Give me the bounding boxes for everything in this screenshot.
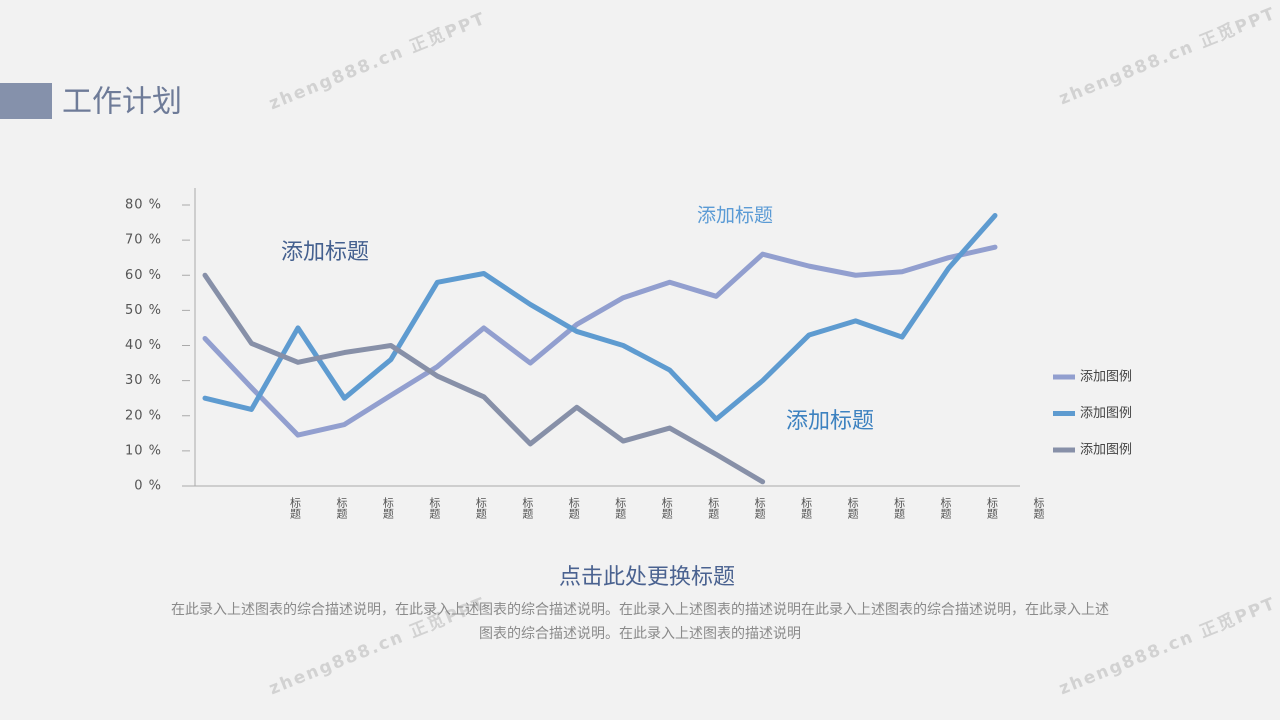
x-tick-label: 标题 xyxy=(474,496,487,519)
watermark: zheng888.cn 正觅PPT xyxy=(1056,3,1279,110)
x-tick-label: 标题 xyxy=(288,496,301,519)
y-tick-label: 0 % xyxy=(134,479,162,494)
x-tick-label: 标题 xyxy=(846,496,859,519)
x-tick-label: 标题 xyxy=(707,496,720,519)
x-tick-label: 标题 xyxy=(893,496,906,519)
y-tick-label: 10 % xyxy=(125,443,162,458)
x-tick-label: 标题 xyxy=(1032,496,1045,519)
title-block xyxy=(0,83,52,119)
y-tick-label: 30 % xyxy=(125,373,162,388)
x-tick-label: 标题 xyxy=(660,496,673,519)
y-tick-label: 40 % xyxy=(125,338,162,353)
x-tick-label: 标题 xyxy=(753,496,766,519)
x-tick-label: 标题 xyxy=(614,496,627,519)
x-tick-label: 标题 xyxy=(381,496,394,519)
watermark: zheng888.cn 正觅PPT xyxy=(266,8,489,115)
x-tick-label: 标题 xyxy=(335,496,348,519)
series-line xyxy=(202,244,998,438)
series-line xyxy=(202,213,998,422)
y-tick-label: 50 % xyxy=(125,303,162,318)
y-tick-label: 20 % xyxy=(125,408,162,423)
x-tick-label: 标题 xyxy=(567,496,580,519)
annotation: 添加标题 xyxy=(281,240,369,265)
series-line xyxy=(202,272,766,485)
y-tick-label: 80 % xyxy=(125,198,162,213)
x-tick-label: 标题 xyxy=(800,496,813,519)
caption-title: 点击此处更换标题 xyxy=(559,565,735,590)
annotation: 添加标题 xyxy=(697,205,773,227)
caption: 在此录入上述图表的综合描述说明，在此录入上述图表的综合描述说明。在此录入上述图表… xyxy=(171,602,1109,642)
x-tick-label: 标题 xyxy=(986,496,999,519)
x-tick-label: 标题 xyxy=(521,496,534,519)
legend-label: 添加图例 xyxy=(1080,406,1132,421)
page-title: 工作计划 xyxy=(62,85,182,120)
legend-label: 添加图例 xyxy=(1080,370,1132,385)
y-tick-label: 60 % xyxy=(125,268,162,283)
x-tick-label: 标题 xyxy=(428,496,441,519)
y-tick-label: 70 % xyxy=(125,233,162,248)
x-tick-label: 标题 xyxy=(939,496,952,519)
annotation: 添加标题 xyxy=(786,409,874,434)
legend-label: 添加图例 xyxy=(1080,443,1132,458)
